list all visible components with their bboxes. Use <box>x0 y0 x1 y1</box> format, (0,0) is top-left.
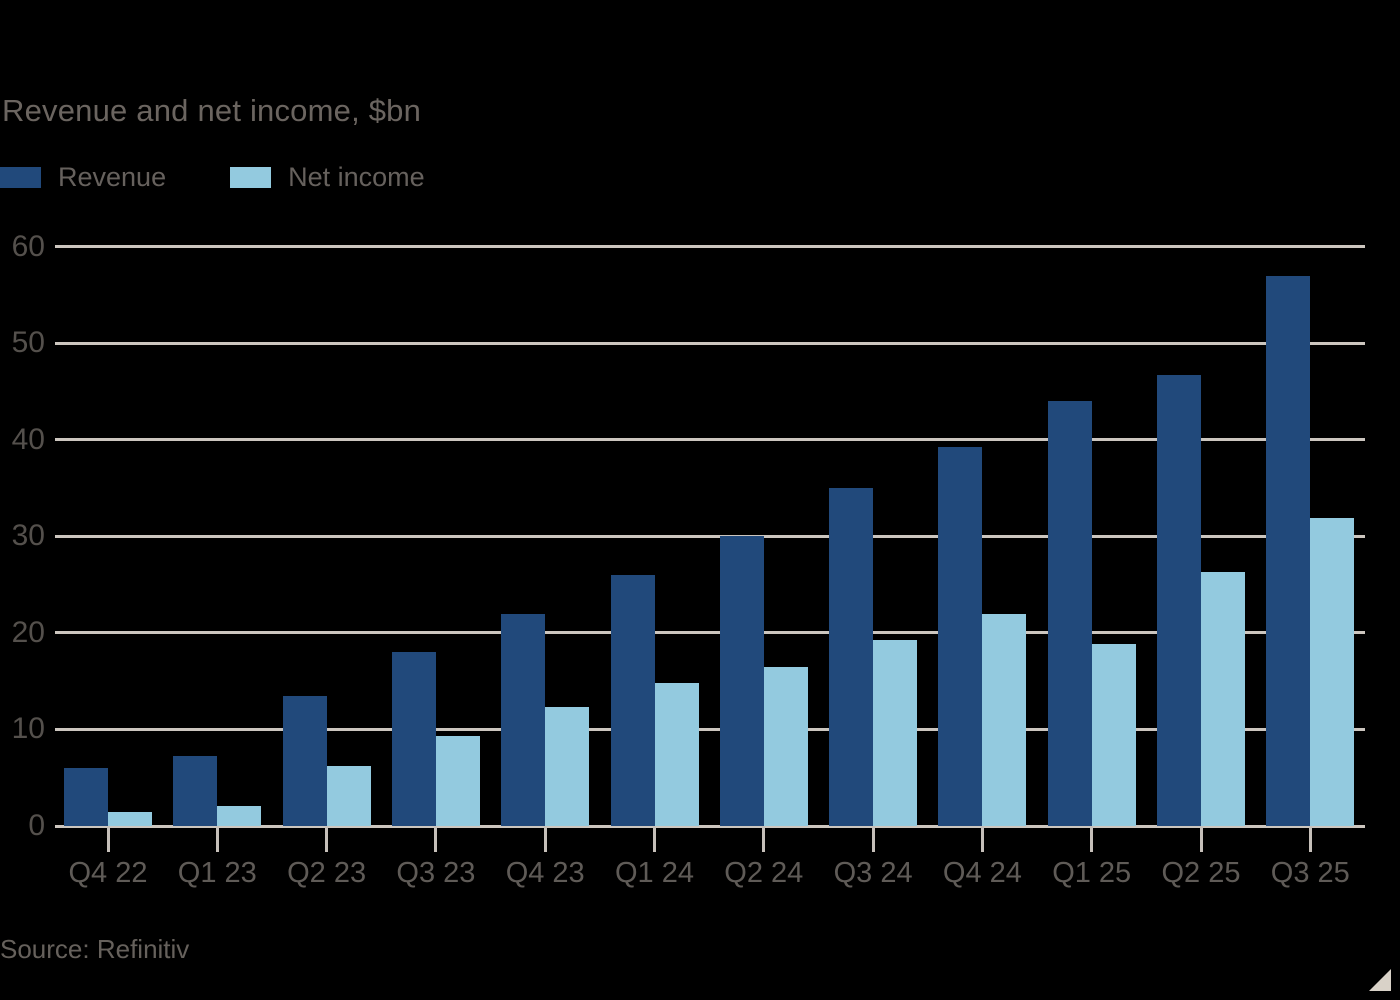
revenue-bar-q2-25 <box>1157 375 1201 826</box>
x-axis-tick-q4-22 <box>106 826 110 852</box>
revenue-bar-q3-23 <box>391 652 436 826</box>
gridline-40 <box>55 438 1365 442</box>
revenue-bar-q2-24 <box>719 536 764 826</box>
net-income-bar-q2-23 <box>326 766 371 826</box>
y-axis-label-10: 10 <box>11 712 45 746</box>
x-axis-label-q4-24: Q4 24 <box>942 857 1022 889</box>
x-axis-label-q1-23: Q1 23 <box>177 857 257 889</box>
net-income-bar-q3-23 <box>435 736 480 826</box>
resize-corner-icon <box>1369 969 1391 991</box>
x-axis-label-q2-23: Q2 23 <box>287 857 367 889</box>
source-note: Source: Refinitiv <box>0 934 190 964</box>
net-income-bar-q2-24 <box>763 666 808 826</box>
revenue-bar-q1-25 <box>1047 401 1092 826</box>
y-axis-label-40: 40 <box>11 422 45 456</box>
x-axis-label-q4-23: Q4 23 <box>505 857 585 889</box>
gridline-60 <box>55 245 1365 249</box>
legend-label-net-income: Net income <box>288 161 425 192</box>
net-income-bar-q3-24 <box>873 639 918 826</box>
revenue-bar-q3-24 <box>829 488 874 826</box>
x-axis-tick-q2-23 <box>325 826 329 852</box>
net-income-bar-q1-23 <box>217 805 262 826</box>
legend-item-net-income: Net income <box>230 162 425 193</box>
x-axis-label-q3-25: Q3 25 <box>1270 857 1350 889</box>
revenue-bar-q1-23 <box>173 756 218 826</box>
gridline-30 <box>55 534 1365 538</box>
x-axis-tick-q4-23 <box>543 826 547 852</box>
revenue-bar-q4-24 <box>938 446 983 826</box>
x-axis-tick-q4-24 <box>980 826 984 852</box>
revenue-bar-q3-25 <box>1266 275 1311 826</box>
net-income-bar-q1-24 <box>654 683 699 826</box>
x-axis-tick-q3-23 <box>434 826 438 852</box>
chart-title: Revenue and net income, $bn <box>2 93 422 128</box>
x-axis-label-q2-24: Q2 24 <box>724 857 804 889</box>
x-axis-tick-q2-24 <box>762 826 766 852</box>
y-axis-label-0: 0 <box>28 809 45 842</box>
legend: Revenue Net income <box>0 162 425 193</box>
net-income-bar-q3-25 <box>1310 518 1355 826</box>
x-axis-label-q2-25: Q2 25 <box>1161 857 1241 889</box>
y-axis-label-30: 30 <box>11 519 45 553</box>
legend-swatch-net-income <box>230 166 272 188</box>
revenue-bar-q1-24 <box>610 574 655 826</box>
legend-item-revenue: Revenue <box>0 162 166 193</box>
net-income-bar-q2-25 <box>1201 572 1245 826</box>
x-axis-label-q3-24: Q3 24 <box>833 857 913 889</box>
legend-label-revenue: Revenue <box>58 161 167 192</box>
y-axis-label-60: 60 <box>11 229 45 263</box>
gridline-20 <box>55 631 1365 635</box>
x-axis-tick-q3-25 <box>1308 826 1312 852</box>
legend-swatch-revenue <box>0 166 41 188</box>
revenue-bar-q4-23 <box>501 613 546 826</box>
net-income-bar-q4-22 <box>108 812 152 826</box>
y-axis-label-20: 20 <box>11 615 45 649</box>
x-axis-label-q1-24: Q1 24 <box>615 857 694 889</box>
gridline-0 <box>55 824 1365 828</box>
net-income-bar-q1-25 <box>1091 644 1136 826</box>
net-income-bar-q4-24 <box>982 613 1027 826</box>
gridline-10 <box>55 727 1365 731</box>
x-axis-tick-q1-24 <box>653 826 656 852</box>
x-axis-label-q3-23: Q3 23 <box>396 857 476 889</box>
x-axis-tick-q1-23 <box>215 826 219 852</box>
net-income-bar-q4-23 <box>545 707 590 826</box>
x-axis-tick-q3-24 <box>871 826 875 852</box>
gridline-50 <box>55 341 1365 345</box>
x-axis-tick-q2-25 <box>1199 826 1203 852</box>
revenue-bar-q4-22 <box>64 768 108 826</box>
y-axis-label-50: 50 <box>11 326 45 360</box>
x-axis-label-q1-25: Q1 25 <box>1052 857 1132 889</box>
x-axis-tick-q1-25 <box>1090 826 1094 852</box>
x-axis-label-q4-22: Q4 22 <box>68 857 148 889</box>
revenue-bar-q2-23 <box>282 695 327 826</box>
